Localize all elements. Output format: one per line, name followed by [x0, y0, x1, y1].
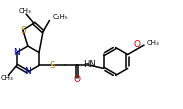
- Text: HN: HN: [83, 60, 96, 69]
- Text: N: N: [13, 48, 20, 57]
- Text: O: O: [73, 75, 80, 84]
- Text: N: N: [25, 67, 31, 76]
- Text: S: S: [49, 61, 55, 70]
- Text: CH₃: CH₃: [1, 75, 14, 81]
- Text: CH₃: CH₃: [147, 40, 160, 46]
- Text: C₂H₅: C₂H₅: [53, 14, 68, 20]
- Text: CH₃: CH₃: [19, 8, 31, 14]
- Text: O: O: [134, 40, 141, 49]
- Text: S: S: [20, 26, 26, 35]
